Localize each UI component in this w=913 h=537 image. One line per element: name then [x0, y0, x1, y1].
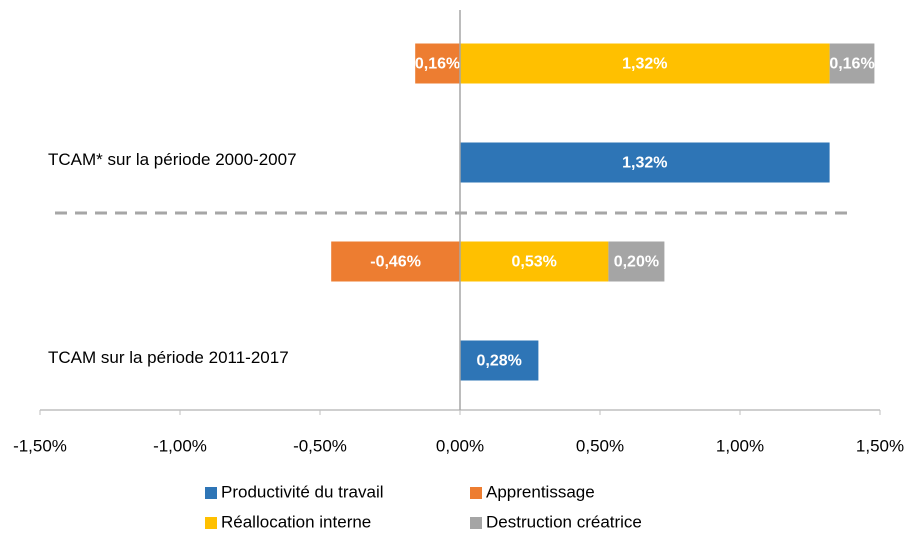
legend-label: Réallocation interne — [221, 512, 371, 531]
bar — [460, 340, 539, 381]
category-label: TCAM* sur la période 2000-2007 — [48, 150, 297, 169]
value-label: 0,16% — [829, 56, 874, 73]
x-tick-label: 0,00% — [436, 436, 484, 455]
category-label: TCAM sur la période 2011-2017 — [48, 348, 289, 367]
legend-label: Destruction créatrice — [486, 512, 642, 531]
x-tick-label: 0,50% — [576, 436, 624, 455]
legend-swatch — [470, 487, 482, 499]
legend-label: Productivité du travail — [221, 482, 384, 501]
value-label: 0,16% — [415, 56, 460, 73]
bar — [415, 43, 460, 84]
x-tick-label: 1,50% — [856, 436, 904, 455]
x-tick-label: 1,00% — [716, 436, 764, 455]
bar — [460, 142, 830, 183]
bar — [460, 241, 609, 282]
value-label: -0,46% — [370, 254, 421, 271]
legend-swatch — [470, 517, 482, 529]
value-label: 0,53% — [512, 254, 557, 271]
x-tick-label: -1,50% — [13, 436, 67, 455]
value-label: 1,32% — [622, 56, 667, 73]
bar — [460, 43, 830, 84]
value-label: 0,20% — [614, 254, 659, 271]
legend-swatch — [205, 487, 217, 499]
legend-label: Apprentissage — [486, 482, 595, 501]
bar — [331, 241, 460, 282]
x-tick-label: -0,50% — [293, 436, 347, 455]
bar — [829, 43, 875, 84]
legend-swatch — [205, 517, 217, 529]
bar — [608, 241, 665, 282]
value-label: 1,32% — [622, 155, 667, 172]
x-tick-label: -1,00% — [153, 436, 207, 455]
value-label: 0,28% — [477, 353, 522, 370]
